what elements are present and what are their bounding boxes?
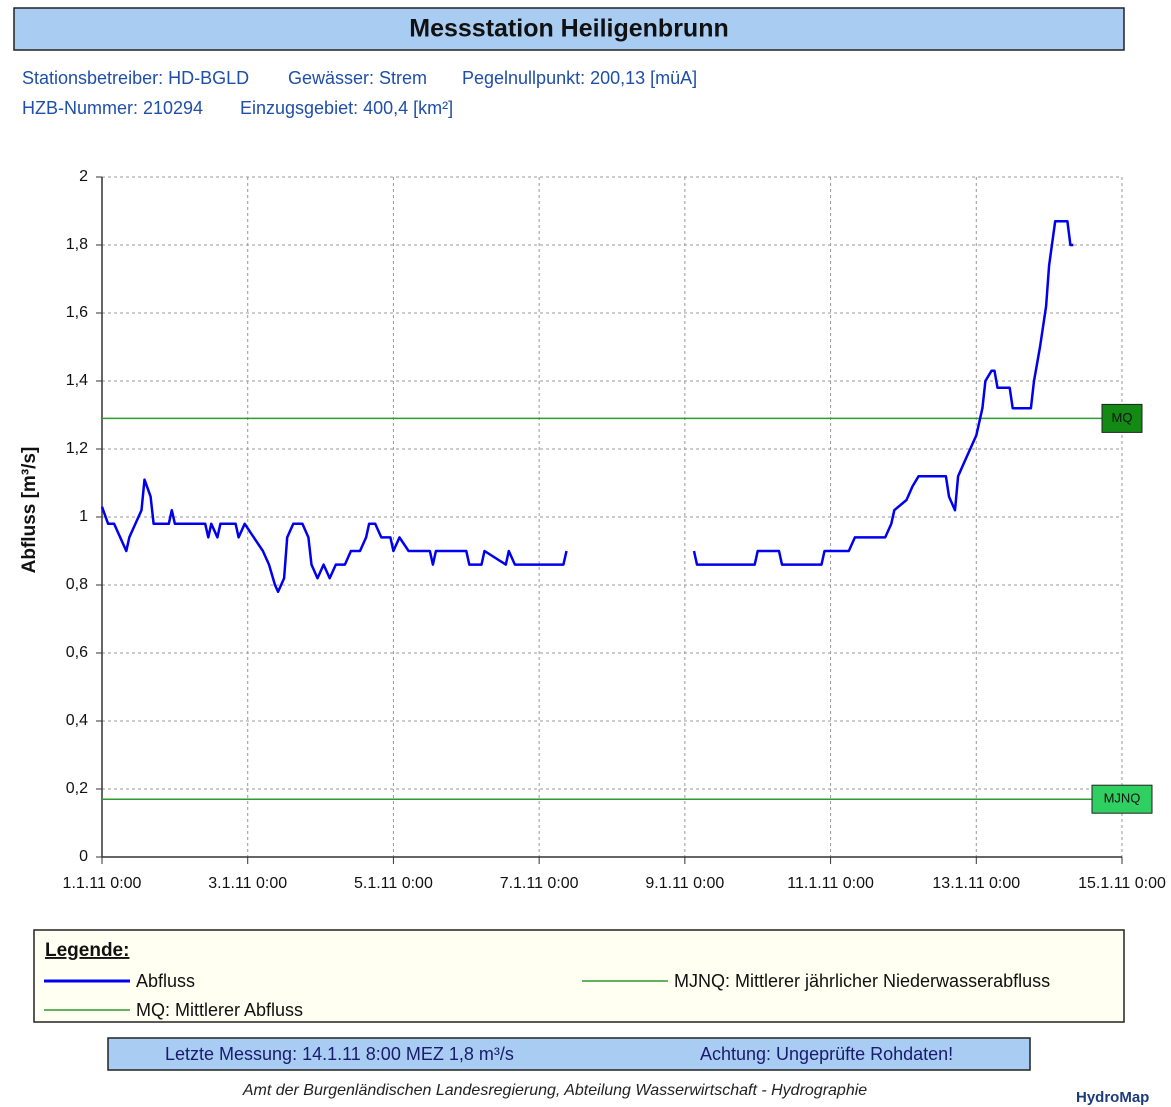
station-info: HZB-Nummer: 210294 [22, 98, 203, 118]
y-tick-label: 2 [79, 168, 88, 185]
x-tick-label: 15.1.11 0:00 [1078, 875, 1166, 892]
y-tick-label: 0,2 [66, 780, 88, 797]
x-tick-label: 5.1.11 0:00 [354, 875, 433, 892]
y-tick-label: 1,8 [66, 236, 88, 253]
legend-box [33, 929, 1125, 1023]
station-info: Stationsbetreiber: HD-BGLD [22, 68, 249, 88]
y-tick-label: 0,6 [66, 644, 88, 661]
x-tick-label: 11.1.11 0:00 [787, 875, 874, 892]
legend-title: Legende: [45, 940, 129, 961]
reference-label: MQ [1112, 410, 1133, 425]
y-axis-label: Abfluss [m³/s] [19, 447, 40, 574]
legend-label: Abfluss [136, 971, 195, 991]
y-tick-label: 0 [79, 848, 88, 865]
footer: Amt der Burgenländischen Landesregierung… [242, 1082, 867, 1099]
status-text: Letzte Messung: 14.1.11 8:00 MEZ 1,8 m³/… [165, 1044, 514, 1064]
reference-label-box [1091, 784, 1153, 814]
y-tick-label: 1,4 [66, 372, 88, 389]
legend-label: MJNQ: Mittlerer jährlicher Niederwassera… [674, 971, 1050, 991]
x-tick-label: 3.1.11 0:00 [208, 875, 287, 892]
title-box [13, 7, 1125, 51]
y-tick-label: 1,2 [66, 440, 88, 457]
status-text: Achtung: Ungeprüfte Rohdaten! [700, 1044, 953, 1064]
y-tick-label: 1,6 [66, 304, 88, 321]
legend-label: MQ: Mittlerer Abfluss [136, 1000, 303, 1020]
station-info: Einzugsgebiet: 400,4 [km²] [240, 98, 453, 118]
y-tick-label: 1 [79, 508, 88, 525]
y-tick-label: 0,4 [66, 712, 88, 729]
station-info: Gewässer: Strem [288, 68, 427, 88]
x-tick-label: 9.1.11 0:00 [645, 875, 724, 892]
status-box [107, 1037, 1031, 1071]
data-line [100, 219, 1074, 594]
x-tick-label: 1.1.11 0:00 [63, 875, 142, 892]
y-tick-label: 0,8 [66, 576, 88, 593]
x-tick-label: 13.1.11 0:00 [932, 875, 1020, 892]
station-info: Pegelnullpunkt: 200,13 [müA] [462, 68, 697, 88]
reference-label: MJNQ [1104, 791, 1141, 806]
reference-label-box [1101, 403, 1143, 433]
brand: HydroMap [1076, 1089, 1149, 1106]
title: Messstation Heiligenbrunn [409, 15, 728, 43]
x-tick-label: 7.1.11 0:00 [500, 875, 579, 892]
